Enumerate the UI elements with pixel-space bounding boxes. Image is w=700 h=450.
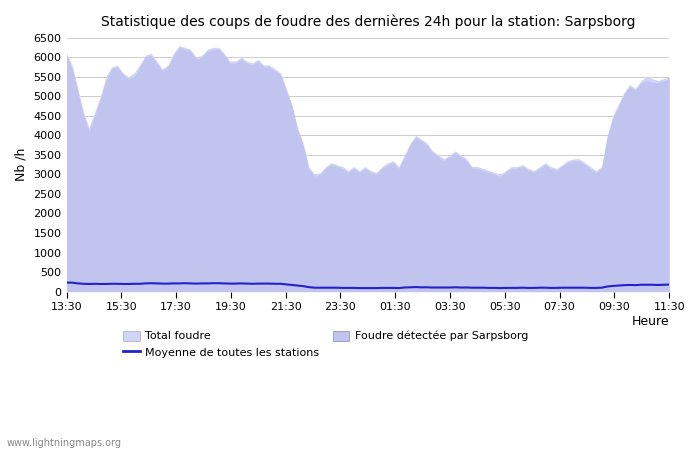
Text: www.lightningmaps.org: www.lightningmaps.org <box>7 438 122 448</box>
Y-axis label: Nb /h: Nb /h <box>15 148 28 181</box>
Title: Statistique des coups de foudre des dernières 24h pour la station: Sarpsborg: Statistique des coups de foudre des dern… <box>101 15 635 30</box>
X-axis label: Heure: Heure <box>631 315 669 328</box>
Legend: Total foudre, Moyenne de toutes les stations, Foudre détectée par Sarpsborg: Total foudre, Moyenne de toutes les stat… <box>118 326 533 362</box>
